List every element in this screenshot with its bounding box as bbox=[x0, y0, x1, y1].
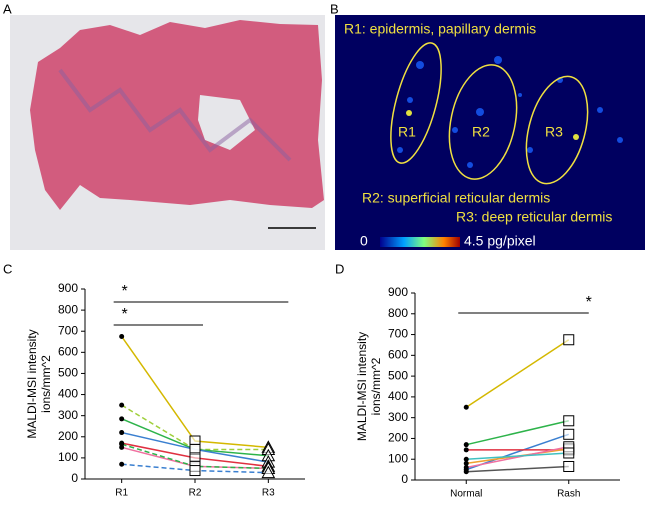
caption: R1: epidermis, papillary dermis bbox=[344, 21, 536, 37]
y-tick-label: 600 bbox=[388, 348, 408, 362]
captions: R1: epidermis, papillary dermis R2: supe… bbox=[344, 21, 612, 225]
marker bbox=[463, 447, 469, 453]
y-axis-label: ions/mm^2 bbox=[369, 357, 383, 415]
marker bbox=[119, 402, 125, 408]
marker bbox=[119, 461, 125, 467]
y-tick-label: 700 bbox=[58, 323, 78, 337]
caption: R3: deep reticular dermis bbox=[456, 209, 612, 225]
region-label: R2 bbox=[472, 124, 490, 140]
y-tick-label: 400 bbox=[388, 389, 408, 403]
marker bbox=[563, 334, 575, 346]
y-tick-label: 900 bbox=[58, 281, 78, 295]
y-tick-label: 100 bbox=[58, 450, 78, 464]
series-line bbox=[121, 336, 269, 449]
y-tick-label: 0 bbox=[401, 472, 408, 486]
tissue-texture bbox=[58, 68, 292, 162]
y-tick-label: 100 bbox=[388, 451, 408, 465]
caption: R2: superficial reticular dermis bbox=[362, 190, 550, 206]
series-line bbox=[466, 465, 569, 473]
marker bbox=[463, 465, 469, 471]
colorbar-label: 4.5 pg/pixel bbox=[464, 233, 536, 249]
panel-label: A bbox=[3, 1, 12, 16]
msi-hotspot bbox=[406, 110, 412, 116]
x-tick-label: R3 bbox=[262, 488, 275, 499]
region-label: R1 bbox=[398, 124, 416, 140]
significance-star: * bbox=[122, 283, 128, 300]
tissue-gap bbox=[198, 95, 255, 150]
marker bbox=[463, 460, 469, 466]
x-tick-label: Rash bbox=[557, 489, 580, 500]
marker bbox=[261, 465, 276, 479]
colorbar-label: 0 bbox=[360, 233, 368, 249]
y-tick-label: 0 bbox=[71, 471, 78, 485]
series-line bbox=[121, 404, 269, 451]
y-tick-label: 500 bbox=[388, 368, 408, 382]
msi-image bbox=[335, 15, 645, 250]
tissue bbox=[30, 20, 324, 210]
marker bbox=[563, 428, 575, 440]
marker bbox=[119, 334, 125, 339]
y-axis-label: MALDI-MSI intensity bbox=[25, 329, 39, 438]
significance-star: * bbox=[586, 294, 592, 311]
marker bbox=[563, 460, 575, 472]
y-tick-label: 200 bbox=[388, 431, 408, 445]
marker bbox=[119, 430, 125, 436]
series-line bbox=[466, 446, 569, 469]
panel-label: C bbox=[3, 261, 12, 276]
x-tick-label: R2 bbox=[189, 488, 202, 499]
y-tick-label: 900 bbox=[388, 285, 408, 299]
y-tick-label: 400 bbox=[58, 387, 78, 401]
x-tick-label: Normal bbox=[450, 489, 482, 500]
y-tick-label: 200 bbox=[58, 429, 78, 443]
y-tick-label: 600 bbox=[58, 345, 78, 359]
y-tick-label: 700 bbox=[388, 327, 408, 341]
y-axis-label: ions/mm^2 bbox=[39, 355, 53, 413]
significance-star: * bbox=[122, 306, 128, 323]
marker bbox=[563, 415, 575, 427]
marker bbox=[119, 441, 125, 447]
y-tick-label: 500 bbox=[58, 366, 78, 380]
y-axis-label: MALDI-MSI intensity bbox=[355, 332, 369, 441]
panel-label: B bbox=[330, 1, 339, 16]
panel-label: D bbox=[335, 261, 344, 276]
region-label: R3 bbox=[545, 124, 563, 140]
msi-hotspot bbox=[573, 134, 579, 140]
series-line bbox=[466, 452, 569, 460]
y-tick-label: 300 bbox=[58, 408, 78, 422]
marker bbox=[563, 447, 575, 459]
marker bbox=[119, 416, 125, 422]
marker bbox=[463, 469, 469, 475]
msi-spots bbox=[397, 56, 623, 168]
marker bbox=[189, 465, 201, 477]
y-tick-label: 300 bbox=[388, 410, 408, 424]
marker bbox=[463, 404, 469, 410]
y-tick-label: 800 bbox=[388, 306, 408, 320]
y-tick-label: 800 bbox=[58, 302, 78, 316]
x-tick-label: R1 bbox=[115, 488, 128, 499]
series-line bbox=[465, 339, 570, 408]
regions bbox=[390, 42, 589, 185]
marker bbox=[463, 456, 469, 462]
series-line bbox=[466, 420, 569, 446]
marker bbox=[463, 442, 469, 448]
colorbar bbox=[380, 237, 460, 247]
